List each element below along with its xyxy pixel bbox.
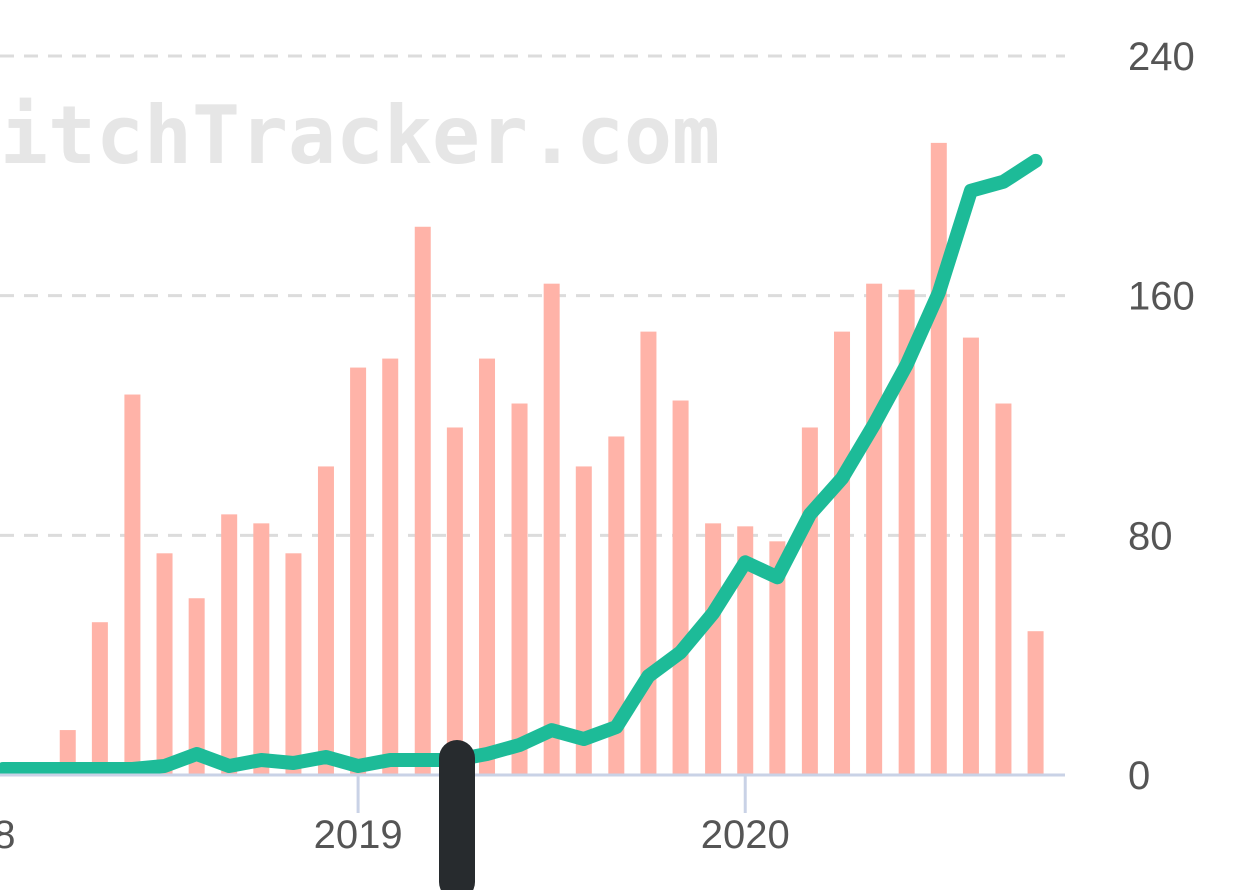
bar: [511, 403, 528, 775]
bar: [801, 427, 818, 775]
bar: [834, 331, 851, 775]
bar: [543, 283, 560, 775]
bar: [350, 367, 367, 775]
bar: [1027, 631, 1044, 775]
bar: [382, 358, 399, 775]
bar: [640, 331, 657, 775]
grid: [0, 54, 1065, 537]
y-tick-label: 160: [1128, 275, 1195, 319]
y-tick-label: 80: [1128, 514, 1173, 558]
watermark: SwitchTracker.com: [0, 89, 720, 182]
bar: [317, 466, 334, 775]
bar: [575, 466, 592, 775]
bar: [898, 289, 915, 775]
bar: [995, 403, 1012, 775]
bar: [221, 514, 238, 775]
bar: [737, 526, 754, 775]
axes: 0 80 160 240 2018 2019 2020: [0, 35, 1195, 857]
x-tick-label: 2020: [701, 813, 790, 857]
bar: [253, 523, 270, 775]
bar: [446, 427, 463, 775]
bar: [479, 358, 496, 775]
bar: [962, 337, 979, 775]
line: [0, 153, 1043, 776]
bar: [866, 283, 883, 775]
x-tick-label: 2019: [314, 813, 403, 857]
plot-area: [0, 142, 1044, 776]
y-tick-label: 240: [1128, 35, 1195, 79]
bar: [156, 553, 173, 775]
bar: [91, 622, 108, 775]
bar: [188, 598, 205, 775]
bar: [608, 436, 625, 775]
bar: [672, 400, 689, 775]
bar: [285, 553, 302, 775]
bar: [414, 226, 431, 775]
x-tick-label: 2018: [0, 813, 15, 857]
bar: [124, 394, 141, 775]
y-tick-label: 0: [1128, 754, 1150, 798]
scrub-handle[interactable]: [439, 740, 475, 890]
bar: [769, 541, 786, 775]
bar: [930, 142, 947, 776]
bar: [705, 523, 722, 775]
